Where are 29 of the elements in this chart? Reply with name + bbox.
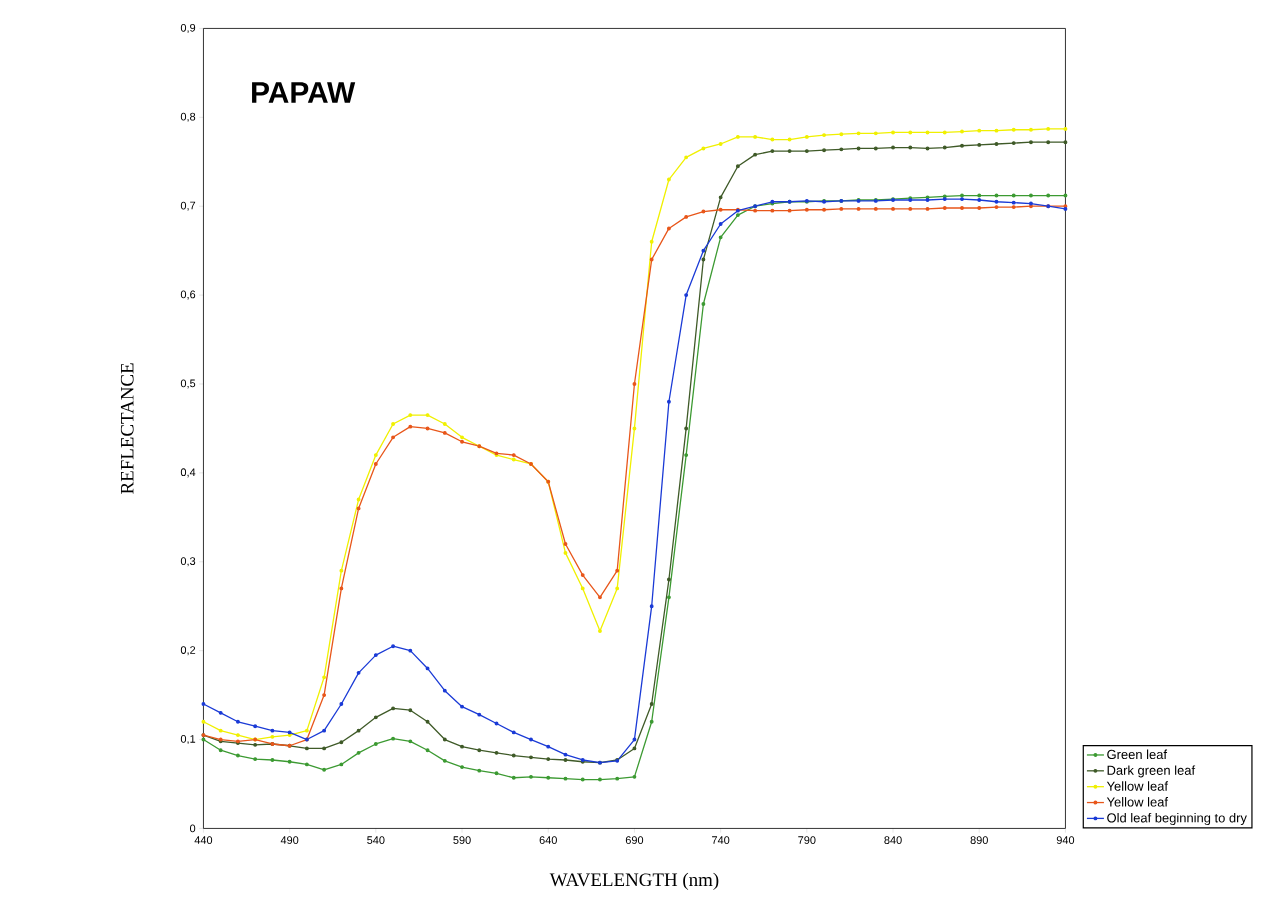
y-axis-title: REFLECTANCE	[120, 363, 134, 494]
y-tick-label: 0,1	[180, 735, 196, 745]
x-tick-label: 690	[625, 836, 644, 844]
text: PAPAW	[252, 82, 356, 103]
y-tick-label: 0,8	[180, 112, 196, 122]
x-tick-label: 490	[280, 836, 299, 844]
y-tick-label: 0	[189, 824, 196, 833]
y-tick-label: 0,6	[180, 290, 196, 300]
x-tick-label: 790	[798, 836, 816, 844]
y-tick-label: 0,5	[180, 379, 196, 389]
x-tick-label: 940	[1056, 836, 1075, 844]
legend-label: Yellow leaf	[1106, 781, 1169, 791]
legend-label: Yellow leaf	[1106, 797, 1169, 807]
legend-label: Old leaf beginning to dry	[1107, 812, 1247, 826]
x-tick-label: 440	[194, 836, 213, 844]
y-tick-label: 0,2	[180, 646, 196, 656]
x-tick-label: 840	[884, 836, 902, 844]
x-tick-label: 740	[712, 836, 730, 844]
y-tick-label: 0,7	[180, 201, 196, 211]
y-tick-label: 0,3	[180, 557, 196, 567]
y-tick-label: 0,9	[180, 23, 196, 33]
x-tick-label: 890	[970, 836, 988, 844]
y-tick-label: 0,4	[180, 468, 196, 478]
x-tick-label: 590	[453, 836, 471, 844]
x-tick-label: 540	[367, 836, 385, 844]
legend-label: Green leaf	[1107, 749, 1168, 760]
x-tick-label: 640	[539, 836, 557, 844]
x-axis-title: WAVELENGTH (nm)	[549, 872, 719, 890]
legend-label: Dark green leaf	[1107, 765, 1196, 778]
